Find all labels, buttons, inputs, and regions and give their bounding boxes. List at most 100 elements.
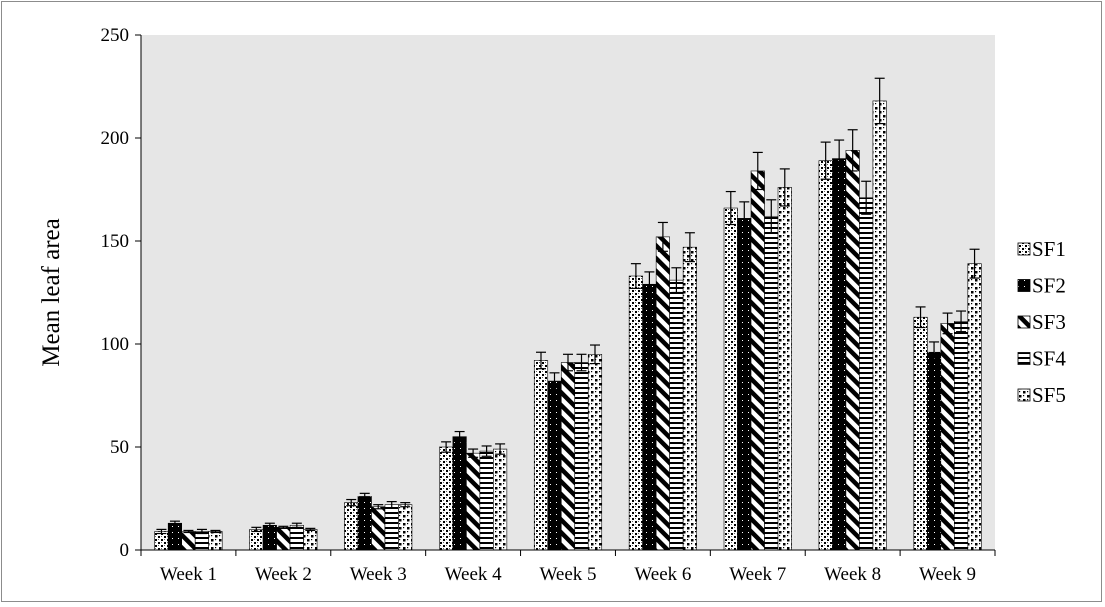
error-bar-sf3-week-1: [183, 529, 194, 534]
bar-sf5-week-2: [303, 529, 318, 551]
bar-sf2-week-9: [927, 351, 942, 551]
error-bar-sf3-week-4: [468, 448, 479, 458]
error-bar-sf2-week-3: [359, 492, 370, 501]
bar-sf4-week-4: [479, 450, 494, 551]
legend-swatch: [1017, 352, 1031, 365]
error-bar-sf5-week-4: [495, 443, 506, 455]
bar-sf5-week-4: [493, 448, 508, 551]
x-tick-label: Week 7: [729, 564, 786, 585]
error-bar-sf5-week-6: [684, 232, 695, 263]
bar-sf4-week-5: [574, 362, 589, 551]
error-bar-sf5-week-3: [400, 502, 411, 508]
error-bar-sf1-week-9: [915, 306, 926, 329]
bar-sf4-week-6: [669, 279, 684, 551]
error-bar-sf4-week-6: [671, 267, 682, 294]
bar-sf2-week-7: [737, 218, 752, 551]
x-tick-label: Week 1: [160, 564, 217, 585]
error-bar-sf4-week-4: [481, 445, 492, 457]
legend-swatch: [1017, 315, 1031, 329]
bar-sf2-week-5: [547, 380, 562, 551]
bar-sf2-week-1: [167, 522, 182, 551]
bar-sf4-week-7: [764, 215, 779, 551]
bar-sf2-week-6: [642, 283, 657, 551]
bar-sf1-week-4: [439, 446, 454, 551]
bar-sf3-week-5: [560, 362, 576, 551]
error-bar-sf1-week-1: [156, 528, 167, 535]
legend-label: SF1: [1032, 237, 1066, 261]
legend-swatch: [1017, 242, 1031, 256]
error-bar-sf5-week-8: [874, 77, 885, 125]
x-tick-label: Week 6: [634, 564, 691, 585]
bar-sf1-week-7: [723, 207, 738, 551]
bar-sf5-week-9: [967, 263, 982, 551]
error-bar-sf5-week-5: [590, 344, 600, 365]
x-tick-label: Week 2: [255, 564, 312, 585]
bar-sf2-week-4: [452, 436, 467, 551]
bar-sf3-week-9: [940, 323, 955, 551]
bar-sf5-week-6: [682, 246, 697, 551]
y-tick-label: 150: [101, 231, 130, 252]
error-bar-sf4-week-9: [956, 310, 967, 333]
error-bar-sf2-week-4: [454, 430, 465, 443]
error-bar-sf5-week-1: [210, 529, 221, 534]
error-bar-sf3-week-8: [847, 129, 858, 172]
bar-sf2-week-8: [832, 158, 847, 551]
bar-sf1-week-9: [913, 316, 928, 551]
bar-sf5-week-7: [777, 187, 792, 551]
error-bar-sf2-week-2: [264, 522, 275, 528]
y-tick-label: 100: [101, 334, 130, 355]
error-bar-sf2-week-1: [169, 520, 180, 526]
bar-sf3-week-6: [655, 236, 670, 551]
error-bar-sf1-week-7: [725, 190, 736, 226]
x-tick-label: Week 5: [539, 564, 596, 585]
bar-sf4-week-2: [289, 524, 304, 551]
bar-sf3-week-8: [845, 150, 860, 551]
error-bar-sf1-week-5: [536, 351, 546, 370]
error-bar-sf2-week-8: [834, 139, 845, 178]
error-bar-sf4-week-7: [766, 199, 777, 234]
error-bar-sf4-week-8: [861, 180, 872, 215]
error-bar-sf3-week-9: [942, 312, 953, 335]
bar-sf4-week-9: [954, 321, 969, 551]
error-bar-sf3-week-3: [373, 504, 384, 510]
legend-item-sf5: SF5: [1017, 383, 1066, 407]
legend-item-sf1: SF1: [1017, 237, 1066, 261]
bar-sf5-week-8: [872, 100, 887, 551]
bar-sf3-week-7: [750, 170, 765, 551]
bar-sf4-week-8: [859, 197, 874, 551]
y-tick-labels: 0 50 100 150 200 250: [101, 25, 130, 561]
legend-label: SF4: [1032, 347, 1066, 371]
legend: SF1 SF2 SF3 SF4 SF5: [1017, 237, 1066, 407]
error-bar-sf3-week-5: [563, 353, 573, 372]
bar-sf4-week-3: [384, 504, 399, 551]
legend-label: SF2: [1032, 274, 1066, 298]
y-tick-label: 250: [101, 25, 130, 46]
legend-label: SF3: [1032, 310, 1066, 334]
bar-sf1-week-1: [154, 531, 169, 551]
y-axis-title: Mean leaf area: [38, 218, 65, 367]
x-tick-label: Week 9: [919, 564, 976, 585]
error-bar-sf4-week-3: [386, 500, 397, 509]
error-bar-sf4-week-1: [196, 528, 207, 535]
error-bar-sf5-week-2: [305, 527, 316, 532]
error-bar-sf5-week-7: [779, 168, 790, 207]
error-bar-sf1-week-3: [346, 498, 357, 507]
error-bar-sf2-week-7: [739, 201, 750, 236]
error-bar-sf1-week-6: [630, 263, 641, 289]
axes-group: [135, 34, 996, 556]
error-bar-sf3-week-2: [278, 525, 289, 529]
error-bar-sf1-week-2: [251, 526, 262, 533]
bar-sf5-week-3: [398, 504, 413, 551]
x-tick-label: Week 8: [824, 564, 881, 585]
error-bars-group: [156, 77, 980, 535]
error-bar-sf1-week-8: [820, 141, 831, 180]
error-bar-sf3-week-6: [657, 221, 668, 252]
bar-sf1-week-5: [533, 360, 549, 551]
x-tick-label: Week 3: [350, 564, 407, 585]
legend-item-sf2: SF2: [1017, 274, 1066, 298]
x-tick-label: Week 4: [445, 564, 503, 585]
error-bar-sf2-week-9: [929, 341, 940, 364]
x-tick-labels: Week 1 Week 2 Week 3 Week 4 Week 5 Week 6 Week…: [160, 564, 976, 585]
bar-sf1-week-2: [249, 529, 264, 551]
